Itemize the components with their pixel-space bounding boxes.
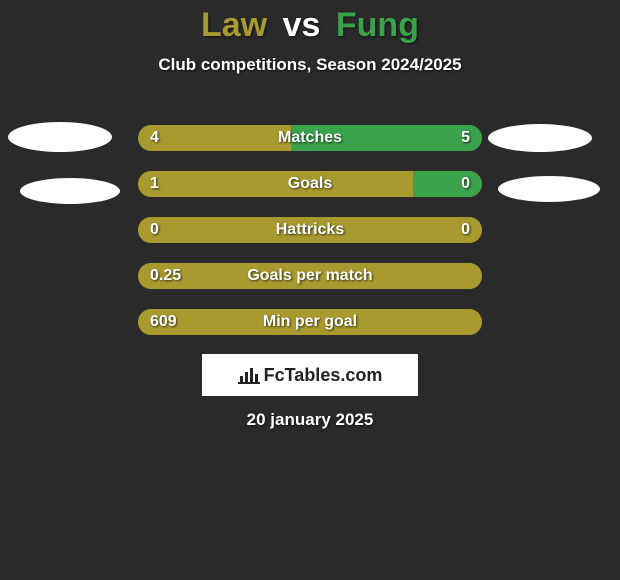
bar-left-fill — [138, 309, 482, 335]
bar-right-fill — [413, 171, 482, 197]
stat-bar: 45Matches — [138, 125, 482, 151]
page-title: Law vs Fung — [0, 0, 620, 45]
date-text: 20 january 2025 — [0, 410, 620, 430]
player1-name: Law — [201, 6, 267, 44]
comparison-bars: 45Matches 10Goals 00Hattricks 0.25Goals per… — [138, 125, 482, 355]
brand-box: FcTables.com — [202, 354, 418, 396]
bar-left-fill — [138, 171, 413, 197]
player1-photo-1 — [8, 122, 112, 152]
stat-bar: 10Goals — [138, 171, 482, 197]
player1-photo-2 — [20, 178, 120, 204]
brand-text: FcTables.com — [264, 365, 383, 386]
vs-text: vs — [283, 6, 321, 44]
player2-name: Fung — [336, 6, 419, 44]
bar-left-fill — [138, 217, 482, 243]
player2-photo-2 — [498, 176, 600, 202]
bar-chart-icon — [238, 366, 260, 384]
stat-bar: 609Min per goal — [138, 309, 482, 335]
bar-left-fill — [138, 263, 482, 289]
stat-bar: 00Hattricks — [138, 217, 482, 243]
bar-right-fill — [291, 125, 482, 151]
player2-photo-1 — [488, 124, 592, 152]
subtitle: Club competitions, Season 2024/2025 — [0, 55, 620, 75]
bar-left-fill — [138, 125, 291, 151]
stat-bar: 0.25Goals per match — [138, 263, 482, 289]
